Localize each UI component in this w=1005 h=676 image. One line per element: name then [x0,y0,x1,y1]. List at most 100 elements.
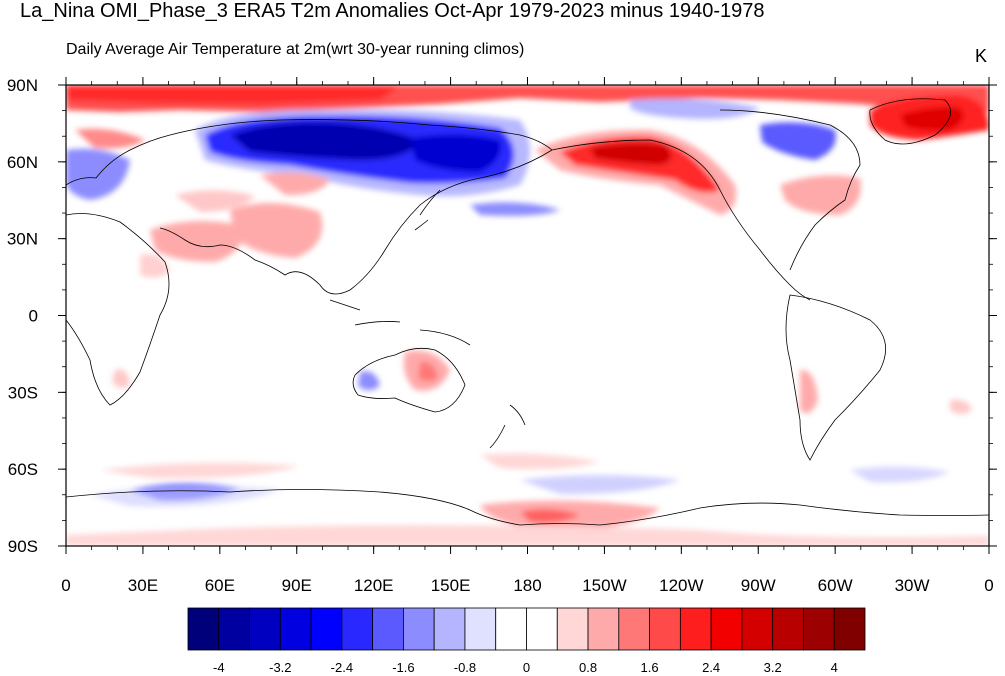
lat-tick-label: 30S [8,383,38,402]
anomaly-field [66,85,989,546]
colorbar-label: -3.2 [269,660,291,675]
south-america-warm [800,369,818,414]
latitude-axis: 90N 60N 30N 0 30S 60S 90S [7,76,997,556]
map-title: La_Nina OMI_Phase_3 ERA5 T2m Anomalies O… [20,0,765,22]
coastline-greenland [869,98,952,145]
colorbar-swatch [341,607,374,651]
colorbar-label: 1.6 [641,660,659,675]
lon-tick-label: 180 [513,576,541,595]
colorbar-swatch [833,607,866,651]
colorbar-label: 2.4 [702,660,720,675]
colorbar-label: -0.8 [454,660,476,675]
colorbar-label: 4 [831,660,838,675]
mongolia-warm [260,172,330,196]
lon-tick-label: 60W [818,576,853,595]
greenland-warm-core [900,107,964,131]
southern-ocean-warm [100,462,300,479]
coastline-maritime [329,299,471,346]
central-australia-warm-core [418,361,438,382]
colorbar-swatch [772,607,804,651]
central-asia-warm [175,190,255,212]
hudson-cold [760,122,836,160]
lon-tick-label: 120E [354,576,394,595]
colorbar-swatch [618,607,650,651]
coastline-africa [66,213,170,406]
nw-pacific-cool [470,202,560,216]
arctic-warm-core [66,85,400,104]
south-pacific-warm [480,453,600,470]
lat-tick-label: 90S [8,537,38,556]
europe-cool [66,148,130,200]
south-atlantic-warm [950,399,972,414]
lat-tick-label: 90N [7,76,38,95]
colorbar-swatch [556,607,589,651]
ross-sea-warm-core [520,509,580,523]
colorbar-swatch [403,607,435,651]
sw-africa-warm [112,369,130,388]
coastline-europe [66,134,171,186]
lon-tick-label: 150W [582,576,626,595]
antarctic-interior-warm [66,525,989,546]
scandinavia-warm [75,128,145,149]
canada-cool [630,98,760,119]
lon-tick-label: 90E [282,576,312,595]
map-subtitle: Daily Average Air Temperature at 2m(wrt … [66,41,525,58]
lon-tick-label: 0 [61,576,70,595]
colorbar-label: -2.4 [331,660,353,675]
east-antarctic-cold-halo [90,486,280,507]
east-africa-warm [140,254,170,278]
alaska-warm-core [590,143,672,165]
coastlines [66,98,989,526]
lon-tick-label: 90W [741,576,776,595]
coastline-north-america [551,109,861,301]
units-label: K [974,46,987,66]
colorbar-label: -1.6 [392,660,414,675]
colorbar-swatch [587,607,620,651]
colorbar-swatch [464,607,497,651]
coastline-south-america [785,294,887,461]
colorbar-swatch [310,607,343,651]
coastline-eurasia-north [169,119,553,151]
colorbar-swatch [249,607,281,651]
colorbar-swatch [741,607,774,651]
lon-tick-label: 150E [431,576,471,595]
lon-tick-label: 0 [984,576,993,595]
coastline-antarctica [66,489,989,526]
colorbar-label: 3.2 [764,660,782,675]
amundsen-cool [520,475,680,495]
lon-tick-label: 60E [205,576,235,595]
east-siberia-cold [410,134,501,172]
colorbar-swatch [218,607,250,651]
longitude-axis: 0 30E 60E 90E 120E 150E 180 150W 120W 90W 60W 30W 0 [61,77,994,595]
eastern-us-warm [780,175,861,215]
lon-tick-label: 30W [895,576,930,595]
colorbar-swatch [187,607,220,651]
colorbar-swatch [649,607,681,651]
colorbar: -4 -3.2 -2.4 -1.6 -0.8 0 0.8 1.6 2.4 3.2 4 [187,607,866,675]
colorbar-label: 0 [523,660,530,675]
colorbar-swatch [526,607,558,651]
colorbar-swatch [495,607,527,651]
lat-tick-label: 0 [29,307,38,326]
lon-tick-label: 30E [128,576,158,595]
coastline-australia [352,347,466,413]
coastline-asia-east [159,149,553,295]
weddell-cool [850,466,950,483]
colorbar-label: -4 [213,660,225,675]
colorbar-swatch [372,607,404,651]
colorbar-swatch [279,607,312,651]
lat-tick-label: 60N [7,153,38,172]
colorbar-swatch [710,607,743,651]
western-australia-cool [358,371,380,391]
tibet-warm [230,202,323,258]
coastline-new-zealand [489,404,526,449]
colorbar-label: 0.8 [579,660,597,675]
coastline-japan [414,189,441,231]
lat-tick-label: 60S [8,460,38,479]
colorbar-swatch [803,607,835,651]
middle-east-warm [150,221,243,262]
colorbar-swatch [679,607,712,651]
siberia-cold-core [230,122,420,160]
lon-tick-label: 120W [659,576,703,595]
